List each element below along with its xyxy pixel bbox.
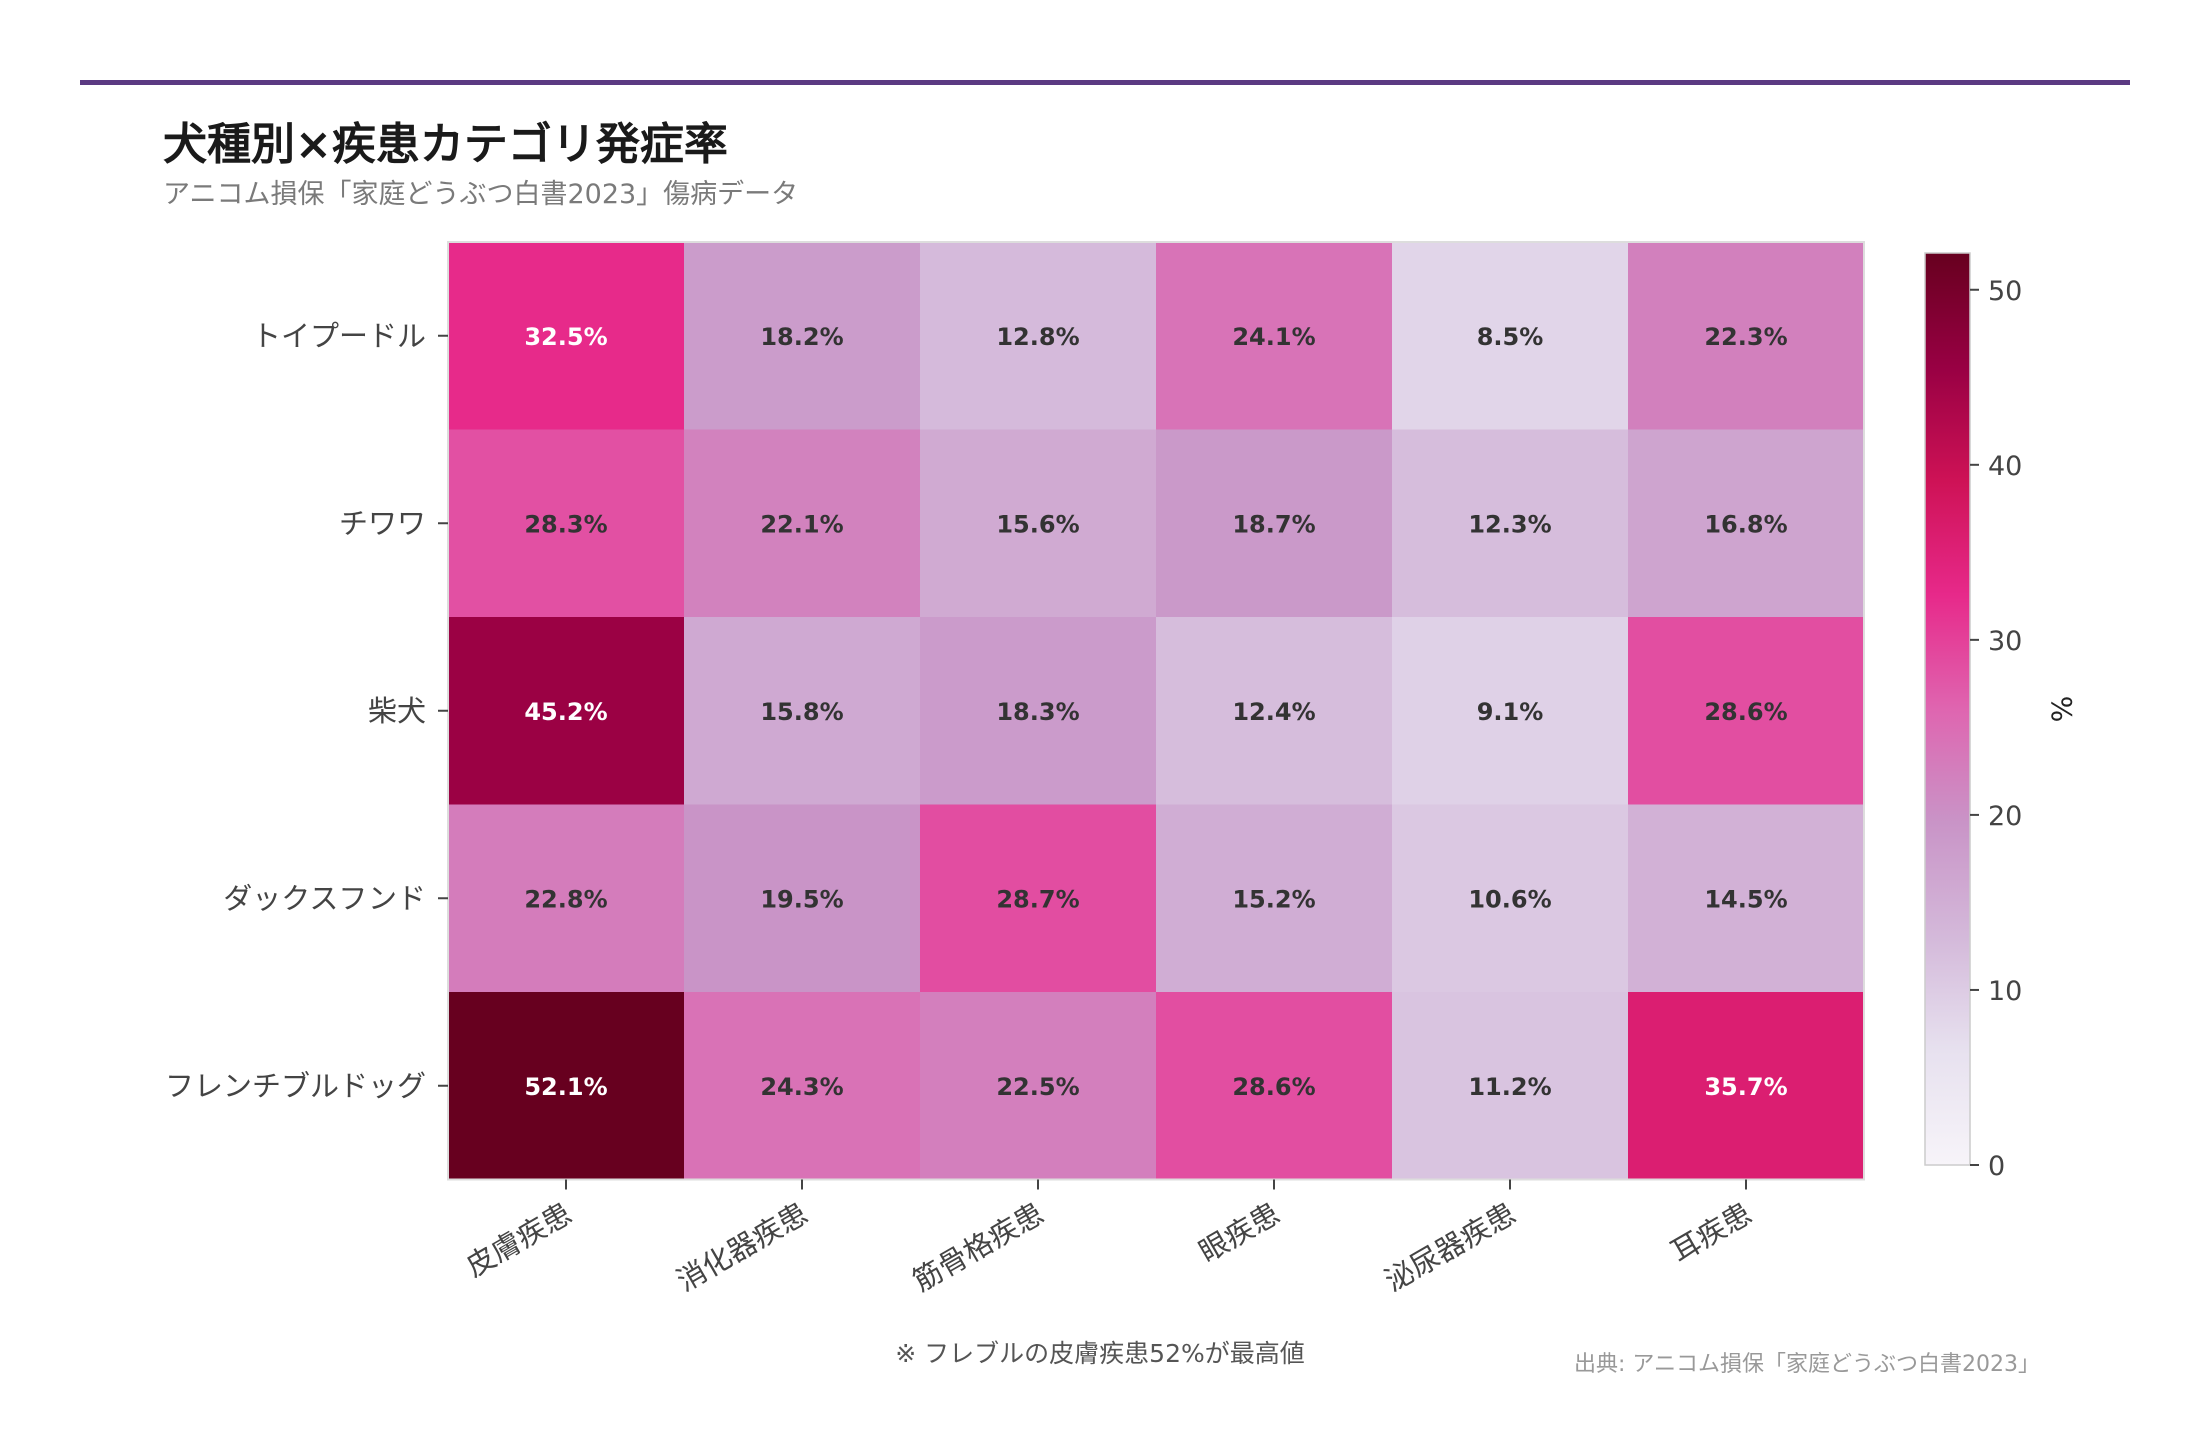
colorbar-label: % [2045, 696, 2078, 723]
cell-value-label: 35.7% [1704, 1073, 1787, 1101]
heatmap-cell [448, 804, 685, 993]
colorbar-tick-label: 30 [1988, 626, 2022, 657]
cell-value-label: 18.2% [760, 323, 843, 351]
heatmap-cell [1628, 992, 1865, 1180]
cell-value-label: 24.1% [1232, 323, 1315, 351]
x-tick-label: 筋骨格疾患 [907, 1196, 1050, 1298]
cell-value-label: 28.7% [996, 885, 1079, 913]
heatmap-cell [448, 429, 685, 618]
y-tick-label: フレンチブルドッグ [165, 1069, 426, 1103]
x-tick-label: 皮膚疾患 [460, 1196, 577, 1283]
heatmap-cell [1392, 617, 1629, 805]
heatmap-cell [448, 242, 685, 430]
heatmap-cell [1628, 429, 1865, 618]
heatmap-cell [448, 992, 685, 1180]
cell-value-label: 12.3% [1468, 510, 1551, 538]
y-tick-label: ダックスフンド [223, 881, 426, 915]
colorbar [1924, 252, 1971, 1166]
heatmap-cell [684, 242, 921, 430]
cell-value-label: 12.4% [1232, 698, 1315, 726]
x-tick-label: 消化器疾患 [671, 1196, 814, 1298]
heatmap-cell [920, 992, 1157, 1180]
heatmap-cell [920, 242, 1157, 430]
cell-value-label: 22.1% [760, 510, 843, 538]
heatmap-cell [684, 992, 921, 1180]
heatmap-cell [1628, 242, 1865, 430]
heatmap-cell [1156, 242, 1393, 430]
y-tick-label: トイプードル [252, 319, 426, 353]
cell-value-label: 16.8% [1704, 510, 1787, 538]
heatmap-cell [1156, 992, 1393, 1180]
source-credit: 出典: アニコム損保「家庭どうぶつ白書2023」 [1574, 1352, 2040, 1377]
cell-value-label: 32.5% [524, 323, 607, 351]
cell-value-label: 19.5% [760, 885, 843, 913]
cell-value-label: 15.8% [760, 698, 843, 726]
cell-value-label: 52.1% [524, 1073, 607, 1101]
heatmap-cell [1392, 242, 1629, 430]
heatmap-cell [1392, 804, 1629, 993]
cell-value-label: 15.6% [996, 510, 1079, 538]
heatmap-cell [1156, 617, 1393, 805]
colorbar-tick-label: 20 [1988, 801, 2022, 832]
heatmap-cell [448, 617, 685, 805]
cell-value-label: 22.5% [996, 1073, 1079, 1101]
cell-value-label: 28.6% [1704, 698, 1787, 726]
x-tick-label: 耳疾患 [1665, 1196, 1757, 1269]
heatmap-cell [920, 429, 1157, 618]
cell-value-label: 18.3% [996, 698, 1079, 726]
cell-value-label: 10.6% [1468, 885, 1551, 913]
heatmap-cell [684, 804, 921, 993]
heatmap-cell [1156, 429, 1393, 618]
cell-value-label: 24.3% [760, 1073, 843, 1101]
cell-value-label: 28.6% [1232, 1073, 1315, 1101]
cell-value-label: 22.3% [1704, 323, 1787, 351]
heatmap-cell [1628, 804, 1865, 993]
heatmap-cell [1628, 617, 1865, 805]
y-tick-label: 柴犬 [368, 694, 426, 728]
heatmap-cell [920, 804, 1157, 993]
x-tick-label: 泌尿器疾患 [1379, 1196, 1522, 1298]
colorbar-tick-label: 50 [1988, 276, 2022, 307]
cell-value-label: 28.3% [524, 510, 607, 538]
heatmap-cell [1156, 804, 1393, 993]
chart-title: 犬種別×疾患カテゴリ発症率 [163, 119, 728, 170]
cell-value-label: 14.5% [1704, 885, 1787, 913]
y-tick-label: チワワ [339, 506, 426, 540]
chart-subtitle: アニコム損保「家庭どうぶつ白書2023」傷病データ [163, 179, 799, 210]
x-tick-label: 眼疾患 [1193, 1196, 1285, 1269]
heatmap-cell [1392, 429, 1629, 618]
footnote: ※ フレブルの皮膚疾患52%が最高値 [895, 1339, 1305, 1368]
heatmap-cell [684, 429, 921, 618]
cell-value-label: 12.8% [996, 323, 1079, 351]
heatmap-cell [684, 617, 921, 805]
cell-value-label: 8.5% [1477, 323, 1544, 351]
cell-value-label: 45.2% [524, 698, 607, 726]
heatmap-cell [920, 617, 1157, 805]
colorbar-tick-label: 10 [1988, 976, 2022, 1007]
cell-value-label: 22.8% [524, 885, 607, 913]
cell-value-label: 11.2% [1468, 1073, 1551, 1101]
cell-value-label: 15.2% [1232, 885, 1315, 913]
heatmap-cell [1392, 992, 1629, 1180]
cell-value-label: 9.1% [1477, 698, 1544, 726]
top-accent-rule [80, 80, 2130, 85]
colorbar-tick-label: 0 [1988, 1151, 2005, 1182]
cell-value-label: 18.7% [1232, 510, 1315, 538]
colorbar-tick-label: 40 [1988, 451, 2022, 482]
